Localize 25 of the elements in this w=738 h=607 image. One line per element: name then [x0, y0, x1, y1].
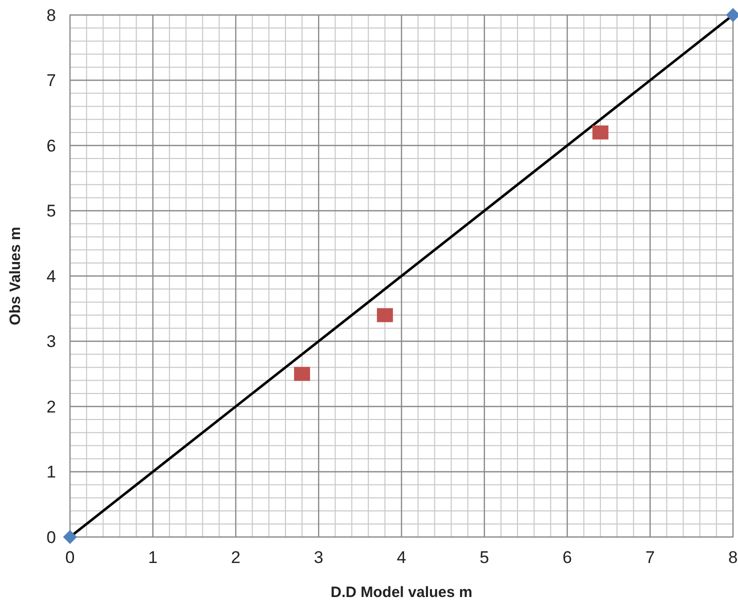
x-tick-label: 1 [148, 548, 158, 567]
y-tick-label: 2 [46, 397, 56, 416]
point [376, 308, 393, 322]
y-tick-label: 0 [46, 528, 56, 547]
y-tick-label: 6 [46, 136, 56, 156]
point [63, 530, 77, 544]
x-tick-label: 3 [314, 548, 324, 567]
x-tick-label: 0 [65, 548, 75, 567]
x-tick-label: 7 [645, 548, 655, 567]
y-tick-label: 1 [46, 462, 56, 482]
x-tick-label: 5 [480, 548, 490, 567]
y-tick-label: 7 [46, 71, 56, 90]
point [592, 125, 608, 140]
point [726, 8, 738, 22]
y-tick-label: 4 [46, 266, 56, 286]
y-tick-label: 5 [46, 202, 56, 221]
x-axis-title: D.D Model values m [330, 584, 472, 601]
point [294, 366, 310, 381]
x-tick-label: 8 [728, 548, 738, 567]
y-tick-label: 3 [46, 332, 56, 352]
y-tick-label: 8 [46, 6, 56, 25]
x-tick-label: 2 [231, 548, 240, 567]
y-axis-title: Obs Values m [7, 226, 24, 326]
x-tick-label: 6 [562, 548, 572, 567]
x-tick-label: 4 [396, 548, 406, 567]
